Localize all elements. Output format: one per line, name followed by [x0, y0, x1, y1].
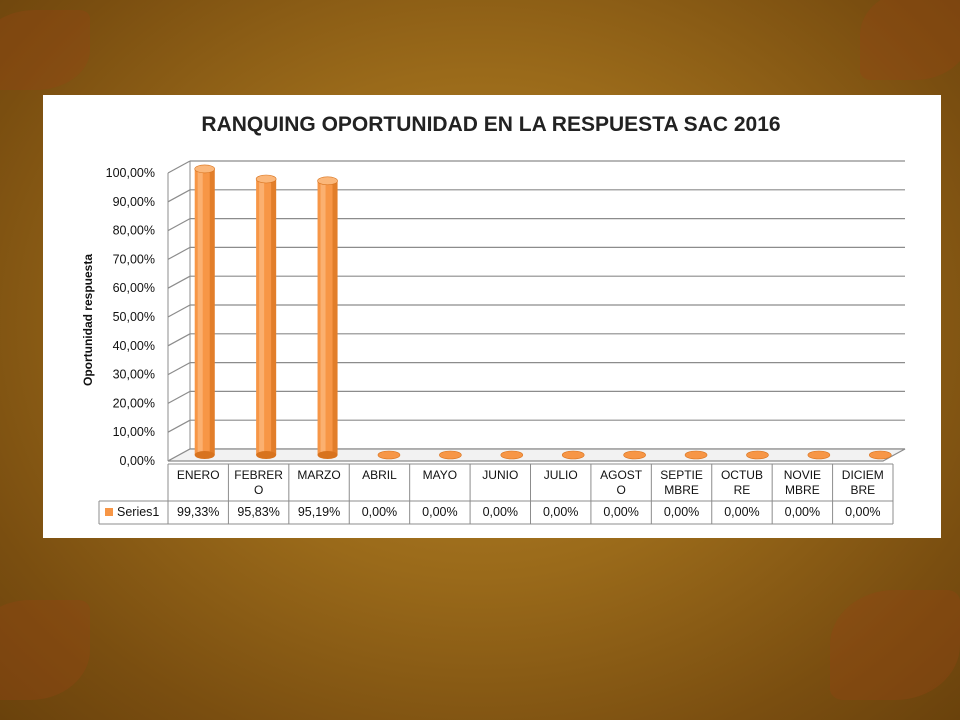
data-label: 0,00%	[785, 505, 820, 519]
bar	[194, 164, 216, 459]
x-category-label: OCTUB	[721, 468, 763, 482]
bar	[623, 450, 646, 460]
data-label: 95,19%	[298, 505, 340, 519]
x-category-label: MBRE	[664, 483, 699, 497]
bar-top	[746, 450, 769, 460]
y-tick-label: 10,00%	[113, 425, 155, 439]
bar	[377, 450, 401, 460]
background-leaf-decoration	[830, 590, 960, 700]
gridline-side	[167, 333, 191, 347]
background-leaf-decoration	[0, 10, 90, 90]
gridline-side	[167, 246, 191, 260]
bar	[684, 450, 708, 460]
bar-highlight	[320, 180, 326, 456]
bar-highlight	[197, 168, 203, 455]
x-category-label: SEPTIE	[660, 468, 703, 482]
x-category-label: ABRIL	[362, 468, 397, 482]
x-category-label: JUNIO	[482, 468, 518, 482]
bar-base	[194, 451, 215, 459]
bar-top	[684, 450, 708, 460]
x-category-label: MARZO	[297, 468, 340, 482]
data-label: 0,00%	[362, 505, 397, 519]
data-label: 0,00%	[483, 505, 518, 519]
y-tick-label: 60,00%	[113, 281, 155, 295]
gridline-side	[167, 275, 191, 289]
bar-top	[868, 450, 892, 460]
bar	[500, 450, 524, 460]
data-label: 95,83%	[237, 505, 279, 519]
y-tick-label: 90,00%	[113, 195, 155, 209]
bar-base	[256, 451, 277, 459]
bar-top	[439, 450, 462, 460]
bar	[317, 176, 338, 459]
x-category-label: JULIO	[544, 468, 578, 482]
gridline-side	[167, 160, 191, 174]
gridlines	[167, 160, 906, 462]
x-category-label: O	[254, 483, 263, 497]
bar-top	[561, 450, 585, 460]
x-category-label: NOVIE	[784, 468, 821, 482]
gridline-side	[167, 419, 191, 433]
bar-shade	[209, 168, 215, 455]
bar-shade	[332, 180, 338, 456]
x-category-label: RE	[734, 483, 751, 497]
gridline-side	[167, 362, 191, 376]
bar	[439, 450, 462, 460]
bar-top	[807, 450, 831, 460]
bar-top	[317, 176, 338, 186]
chart-panel: RANQUING OPORTUNIDAD EN LA RESPUESTA SAC…	[43, 95, 941, 538]
data-table: ENERO99,33%FEBRERO95,83%MARZO95,19%ABRIL…	[98, 463, 894, 525]
legend-swatch	[105, 508, 113, 516]
background-leaf-decoration	[860, 0, 960, 80]
x-category-label: MAYO	[423, 468, 457, 482]
bar-highlight	[259, 179, 265, 456]
x-category-label: O	[616, 483, 625, 497]
bar-top	[255, 174, 277, 184]
x-category-label: DICIEM	[842, 468, 884, 482]
gridline-side	[167, 218, 191, 232]
x-category-label: MBRE	[785, 483, 820, 497]
y-tick-label: 30,00%	[113, 368, 155, 382]
data-label: 0,00%	[603, 505, 638, 519]
x-category-label: FEBRER	[234, 468, 283, 482]
bar-base	[317, 451, 338, 459]
x-category-label: ENERO	[177, 468, 220, 482]
data-label: 0,00%	[724, 505, 759, 519]
y-tick-label: 100,00%	[106, 166, 155, 180]
gridline-side	[167, 304, 191, 318]
y-axis-title: Oportunidad respuesta	[81, 254, 95, 386]
bar-top	[500, 450, 524, 460]
y-tick-label: 70,00%	[113, 252, 155, 266]
bar-top	[623, 450, 646, 460]
data-label: 0,00%	[845, 505, 880, 519]
bar	[255, 174, 277, 459]
bar	[746, 450, 769, 460]
bar	[868, 450, 892, 460]
data-label: 0,00%	[664, 505, 699, 519]
gridline-side	[167, 189, 191, 203]
data-label: 0,00%	[543, 505, 578, 519]
bar	[807, 450, 831, 460]
data-label: 0,00%	[422, 505, 457, 519]
legend-entry: Series1	[117, 505, 159, 519]
x-category-label: BRE	[850, 483, 875, 497]
x-category-label: AGOST	[600, 468, 643, 482]
background-leaf-decoration	[0, 600, 90, 700]
y-tick-label: 20,00%	[113, 396, 155, 410]
chart-floor	[167, 448, 906, 462]
bar	[561, 450, 585, 460]
y-axis-ticks: 0,00% 10,00% 20,00% 30,00% 40,00% 50,00% 60,00…	[106, 166, 155, 468]
data-label: 99,33%	[177, 505, 219, 519]
bar-top	[377, 450, 401, 460]
bar-chart: RANQUING OPORTUNIDAD EN LA RESPUESTA SAC…	[81, 113, 906, 525]
chart-title: RANQUING OPORTUNIDAD EN LA RESPUESTA SAC…	[201, 113, 780, 136]
y-tick-label: 40,00%	[113, 339, 155, 353]
y-tick-label: 50,00%	[113, 310, 155, 324]
y-tick-label: 80,00%	[113, 224, 155, 238]
bars	[194, 164, 892, 460]
y-tick-label: 0,00%	[120, 454, 155, 468]
gridline-side	[167, 390, 191, 404]
bar-top	[194, 164, 216, 174]
bar-shade	[271, 179, 277, 456]
